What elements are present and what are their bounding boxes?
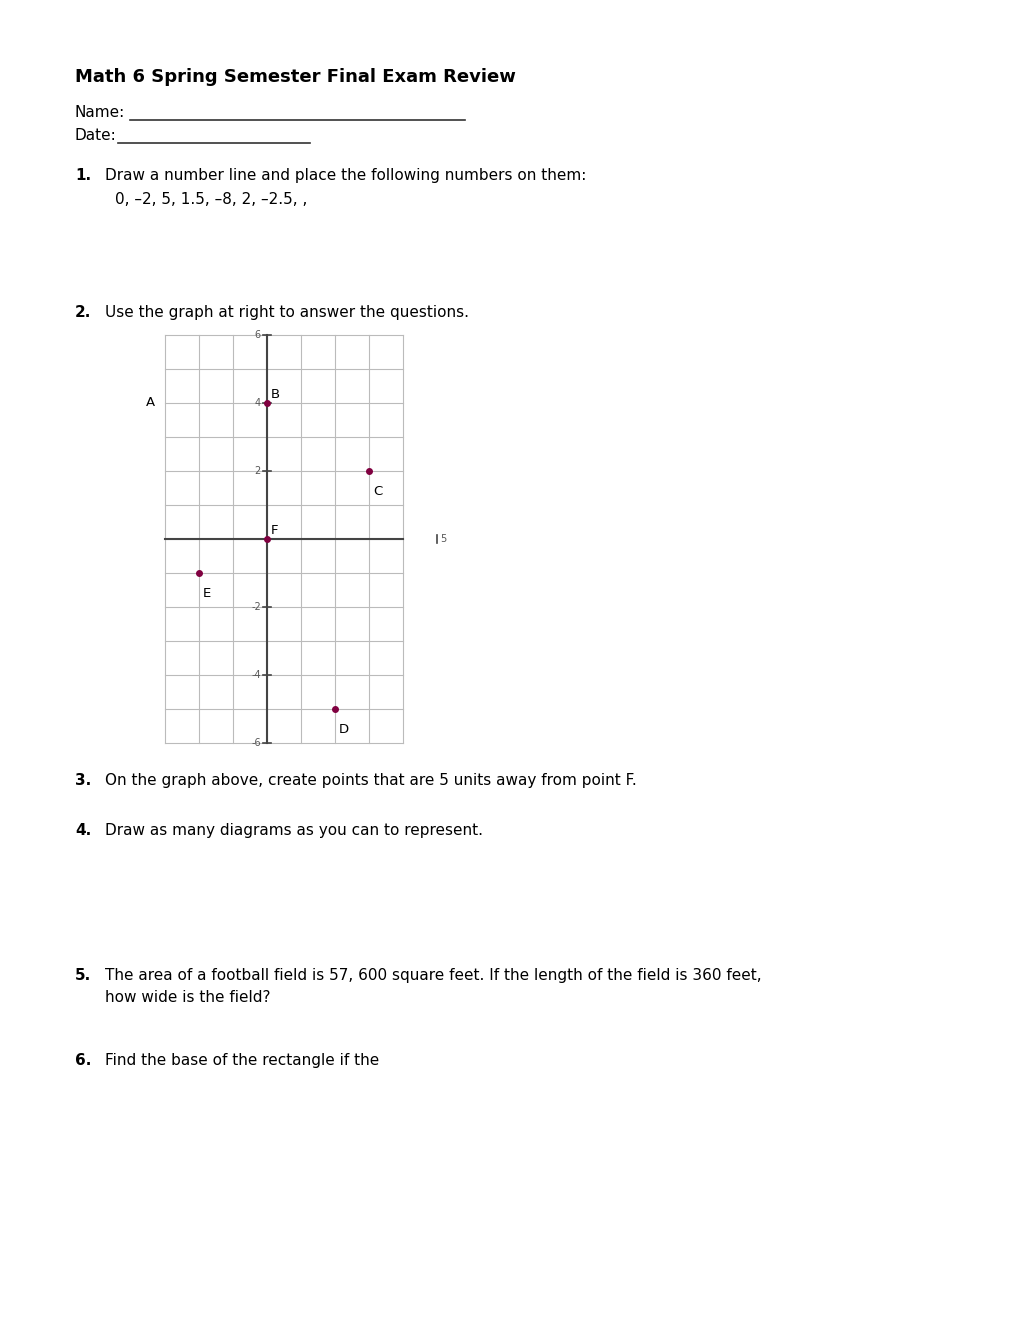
Text: 0, –2, 5, 1.5, –8, 2, –2.5, ,: 0, –2, 5, 1.5, –8, 2, –2.5, ,: [115, 191, 307, 207]
Text: how wide is the field?: how wide is the field?: [105, 990, 270, 1005]
Text: Use the graph at right to answer the questions.: Use the graph at right to answer the que…: [105, 305, 469, 319]
Text: -6: -6: [251, 738, 261, 748]
Text: Draw a number line and place the following numbers on them:: Draw a number line and place the followi…: [105, 168, 586, 183]
Text: 5: 5: [439, 535, 446, 544]
Text: F: F: [271, 524, 278, 537]
Text: -2: -2: [251, 602, 261, 612]
Text: Date:: Date:: [75, 128, 116, 143]
Text: 4: 4: [255, 399, 261, 408]
Text: D: D: [338, 723, 348, 737]
Text: E: E: [203, 587, 211, 601]
Text: Name:: Name:: [75, 106, 125, 120]
Text: -4: -4: [251, 671, 261, 680]
Text: 2.: 2.: [75, 305, 92, 319]
Text: 6: 6: [255, 330, 261, 341]
Text: 1.: 1.: [75, 168, 91, 183]
Text: Draw as many diagrams as you can to represent.: Draw as many diagrams as you can to repr…: [105, 822, 483, 838]
Text: 6.: 6.: [75, 1053, 92, 1068]
Text: 5.: 5.: [75, 968, 91, 983]
Text: 3.: 3.: [75, 774, 91, 788]
Text: On the graph above, create points that are 5 units away from point F.: On the graph above, create points that a…: [105, 774, 636, 788]
Text: 2: 2: [255, 466, 261, 477]
Text: Math 6 Spring Semester Final Exam Review: Math 6 Spring Semester Final Exam Review: [75, 69, 516, 86]
Text: 4.: 4.: [75, 822, 91, 838]
Text: Find the base of the rectangle if the: Find the base of the rectangle if the: [105, 1053, 379, 1068]
Text: The area of a football field is 57, 600 square feet. If the length of the field : The area of a football field is 57, 600 …: [105, 968, 761, 983]
Text: B: B: [271, 388, 280, 401]
Text: A: A: [146, 396, 155, 409]
Text: C: C: [373, 484, 382, 498]
